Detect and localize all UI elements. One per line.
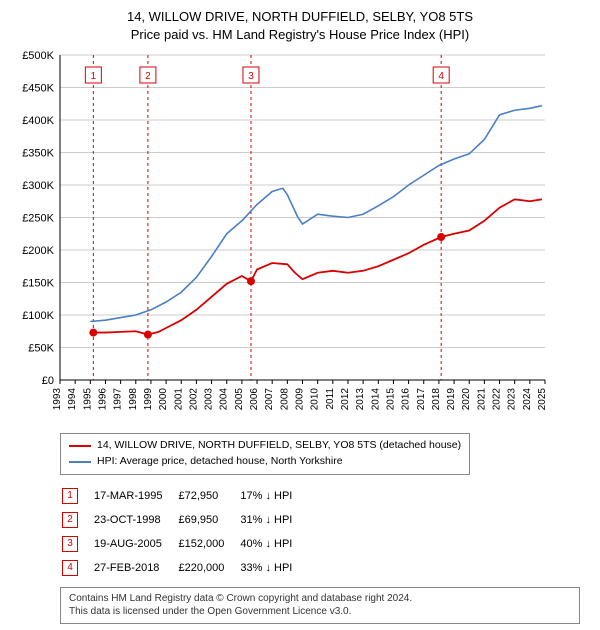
event-date: 23-OCT-1998 [94, 509, 176, 531]
legend-box: 14, WILLOW DRIVE, NORTH DUFFIELD, SELBY,… [60, 433, 470, 475]
svg-text:2004: 2004 [219, 388, 230, 411]
svg-text:2013: 2013 [355, 388, 366, 411]
legend-swatch [69, 461, 91, 463]
legend-label: 14, WILLOW DRIVE, NORTH DUFFIELD, SELBY,… [97, 438, 461, 454]
svg-text:2022: 2022 [492, 388, 503, 411]
svg-text:1994: 1994 [67, 388, 78, 411]
svg-text:1995: 1995 [82, 388, 93, 411]
footer-line-2: This data is licensed under the Open Gov… [69, 605, 571, 619]
title-line-1: 14, WILLOW DRIVE, NORTH DUFFIELD, SELBY,… [10, 8, 590, 26]
svg-text:2012: 2012 [340, 388, 351, 411]
svg-text:£300K: £300K [22, 180, 54, 192]
svg-text:2024: 2024 [522, 388, 533, 411]
svg-text:2009: 2009 [295, 388, 306, 411]
line-chart-svg: £0 £50K £100K £150K £200K £250K £300K £350K £400… [10, 50, 550, 420]
svg-text:2020: 2020 [461, 388, 472, 411]
svg-text:1993: 1993 [52, 388, 63, 411]
table-row: 2 23-OCT-1998£69,95031% ↓ HPI [62, 509, 306, 531]
svg-text:2010: 2010 [310, 388, 321, 411]
svg-text:1998: 1998 [128, 388, 139, 411]
table-row: 4 27-FEB-2018£220,00033% ↓ HPI [62, 557, 306, 579]
event-date: 17-MAR-1995 [94, 485, 176, 507]
event-price: £220,000 [178, 557, 238, 579]
svg-text:2021: 2021 [476, 388, 487, 411]
chart-container: 14, WILLOW DRIVE, NORTH DUFFIELD, SELBY,… [0, 0, 600, 630]
table-row: 3 19-AUG-2005£152,00040% ↓ HPI [62, 533, 306, 555]
table-row: 1 17-MAR-1995£72,95017% ↓ HPI [62, 485, 306, 507]
svg-text:2007: 2007 [264, 388, 275, 411]
svg-text:2023: 2023 [507, 388, 518, 411]
event-marker: 3 [62, 536, 78, 552]
footer-line-1: Contains HM Land Registry data © Crown c… [69, 592, 571, 606]
svg-text:2000: 2000 [158, 388, 169, 411]
event-marker: 1 [62, 488, 78, 504]
svg-text:1: 1 [91, 71, 97, 82]
svg-text:2002: 2002 [188, 388, 199, 411]
footer-box: Contains HM Land Registry data © Crown c… [60, 587, 580, 624]
svg-text:£100K: £100K [22, 310, 54, 322]
legend-label: HPI: Average price, detached house, Nort… [97, 454, 343, 470]
event-price: £69,950 [178, 509, 238, 531]
event-price: £72,950 [178, 485, 238, 507]
svg-text:£350K: £350K [22, 148, 54, 160]
svg-text:2016: 2016 [401, 388, 412, 411]
svg-text:2003: 2003 [204, 388, 215, 411]
events-table: 1 17-MAR-1995£72,95017% ↓ HPI 2 23-OCT-1998… [60, 483, 308, 581]
svg-text:£200K: £200K [22, 245, 54, 257]
svg-text:£0: £0 [42, 375, 54, 387]
svg-text:£250K: £250K [22, 213, 54, 225]
event-diff: 40% ↓ HPI [240, 533, 306, 555]
svg-text:2008: 2008 [279, 388, 290, 411]
svg-text:£500K: £500K [22, 50, 54, 62]
svg-text:2: 2 [145, 71, 151, 82]
svg-text:2014: 2014 [370, 388, 381, 411]
svg-text:1999: 1999 [143, 388, 154, 411]
svg-text:£400K: £400K [22, 115, 54, 127]
svg-text:2017: 2017 [416, 388, 427, 411]
svg-text:1996: 1996 [97, 388, 108, 411]
svg-text:2019: 2019 [446, 388, 457, 411]
svg-text:4: 4 [438, 71, 444, 82]
event-diff: 31% ↓ HPI [240, 509, 306, 531]
svg-text:3: 3 [248, 71, 254, 82]
svg-text:2005: 2005 [234, 388, 245, 411]
svg-text:2025: 2025 [537, 388, 548, 411]
event-marker: 4 [62, 560, 78, 576]
svg-text:1997: 1997 [113, 388, 124, 411]
svg-text:2001: 2001 [173, 388, 184, 411]
svg-text:£50K: £50K [28, 343, 54, 355]
event-diff: 33% ↓ HPI [240, 557, 306, 579]
svg-text:2018: 2018 [431, 388, 442, 411]
event-date: 19-AUG-2005 [94, 533, 176, 555]
title-line-2: Price paid vs. HM Land Registry's House … [10, 26, 590, 44]
event-price: £152,000 [178, 533, 238, 555]
legend-row: 14, WILLOW DRIVE, NORTH DUFFIELD, SELBY,… [69, 438, 461, 454]
event-diff: 17% ↓ HPI [240, 485, 306, 507]
legend-row: HPI: Average price, detached house, Nort… [69, 454, 461, 470]
svg-text:2006: 2006 [249, 388, 260, 411]
svg-text:2015: 2015 [385, 388, 396, 411]
svg-text:£450K: £450K [22, 83, 54, 95]
event-marker: 2 [62, 512, 78, 528]
plot-area: £0 £50K £100K £150K £200K £250K £300K £350K £400… [10, 50, 590, 425]
event-date: 27-FEB-2018 [94, 557, 176, 579]
legend-swatch [69, 445, 91, 447]
svg-text:£150K: £150K [22, 278, 54, 290]
svg-text:2011: 2011 [325, 388, 336, 410]
